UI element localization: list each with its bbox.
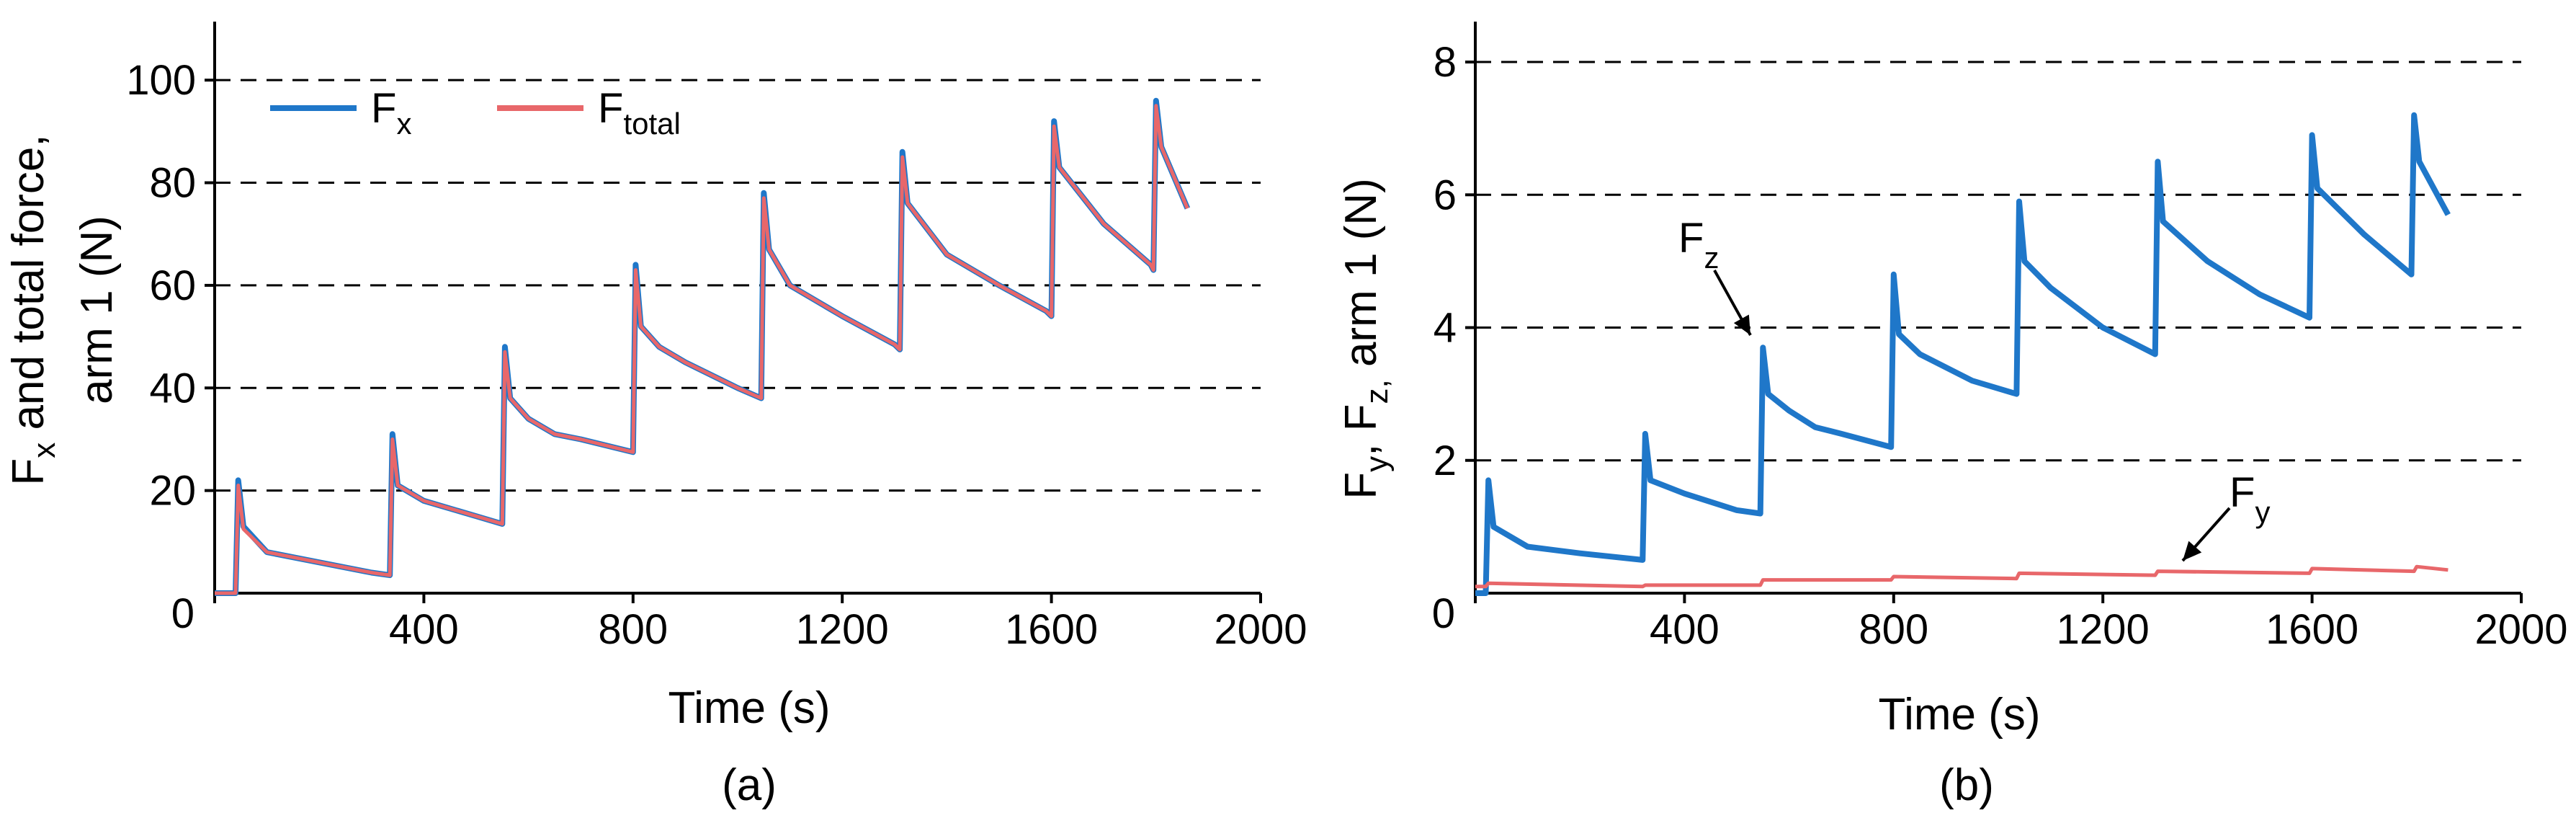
panel-a-y-axis-title-line2: arm 1 (N) xyxy=(72,215,122,404)
panel-b-x-axis-title: Time (s) xyxy=(1879,690,2041,739)
panel-b-y-tick-label-2: 6 xyxy=(1434,172,1457,218)
panel-b-axes xyxy=(1474,22,2521,595)
panel-a-y-tick-label-2: 60 xyxy=(149,262,196,309)
panel-b-series-Fy xyxy=(1475,564,2448,589)
panel-a-x-tick-label-2: 800 xyxy=(598,606,668,653)
panel-b-y-tick-label-1: 4 xyxy=(1434,305,1457,352)
panel-b-x-tick-label-2: 800 xyxy=(1859,606,1928,653)
panel-a-x-tick-label-5: 2000 xyxy=(1214,606,1307,653)
panel-b-x-tick-labels: 400 800 1200 1600 2000 xyxy=(1474,593,2568,653)
panel-b-y-axis-title: Fy, Fz, arm 1 (N) xyxy=(1336,178,1395,499)
panel-a-caption: (a) xyxy=(722,760,777,810)
panel-b-x-tick-label-3: 1200 xyxy=(2057,606,2150,653)
panel-b-y-tick-label-3: 8 xyxy=(1434,39,1457,86)
panel-a-legend: Fx Ftotal xyxy=(270,85,681,141)
panel-a-x-axis-title: Time (s) xyxy=(668,683,831,733)
panel-a: 20 40 60 80 100 0 400 800 1200 1600 2000 Fx Ftotal… xyxy=(4,22,1307,810)
legend-label-1: Ftotal xyxy=(598,85,681,141)
panel-b-y-axis-title: Fy, Fz, arm 1 (N) xyxy=(1336,178,1395,499)
panel-b-x-tick-label-5: 2000 xyxy=(2474,606,2567,653)
panel-a-x-tick-label-1: 400 xyxy=(389,606,459,653)
panel-a-gridlines xyxy=(215,79,1261,492)
panel-a-x-tick-labels: 400 800 1200 1600 2000 xyxy=(213,593,1307,653)
panel-b-caption: (b) xyxy=(1939,760,1994,810)
panel-b-zero-label: 0 xyxy=(1432,590,1455,637)
annotation-label-1: Fy xyxy=(2230,469,2270,529)
panel-b-annotations: Fz Fy xyxy=(1678,215,2270,562)
panel-b-series-Fz xyxy=(1475,112,2451,596)
annotation-arrowhead-0 xyxy=(1733,314,1750,335)
panel-a-y-tick-label-3: 80 xyxy=(149,160,196,207)
annotation-arrowhead-1 xyxy=(2183,541,2202,561)
annotation-label-0: Fz xyxy=(1678,215,1719,275)
panel-a-y-tick-label-4: 100 xyxy=(126,57,196,104)
legend-label-0: Fx xyxy=(371,85,411,141)
panel-a-x-tick-label-3: 1200 xyxy=(796,606,889,653)
panel-b-x-tick-label-4: 1600 xyxy=(2266,606,2358,653)
panel-b: 2 4 6 8 0 400 800 1200 1600 2000 Fz Fy Time (s) (… xyxy=(1336,22,2568,810)
panel-a-y-axis-title-line1: Fx and total force, xyxy=(4,134,62,485)
panel-b-series xyxy=(1475,112,2451,596)
panel-b-x-tick-label-1: 400 xyxy=(1650,606,1719,653)
panel-a-series-Ftotal xyxy=(215,104,1189,595)
panel-a-y-tick-label-1: 40 xyxy=(149,365,196,412)
panel-a-zero-label: 0 xyxy=(171,590,194,637)
panel-a-x-tick-label-4: 1600 xyxy=(1005,606,1098,653)
panel-b-y-tick-label-0: 2 xyxy=(1434,437,1457,484)
panel-a-y-axis-title: Fx and total force, arm 1 (N) xyxy=(4,134,122,485)
panel-b-y-tick-labels: 2 4 6 8 0 xyxy=(1432,39,1475,637)
panel-b-gridlines xyxy=(1475,61,2521,462)
panel-a-series-Fx xyxy=(215,97,1191,596)
panel-a-series xyxy=(215,97,1191,596)
panel-a-y-tick-labels: 20 40 60 80 100 0 xyxy=(126,57,215,637)
panel-a-axes xyxy=(213,22,1261,595)
panel-a-y-tick-label-0: 20 xyxy=(149,468,196,515)
